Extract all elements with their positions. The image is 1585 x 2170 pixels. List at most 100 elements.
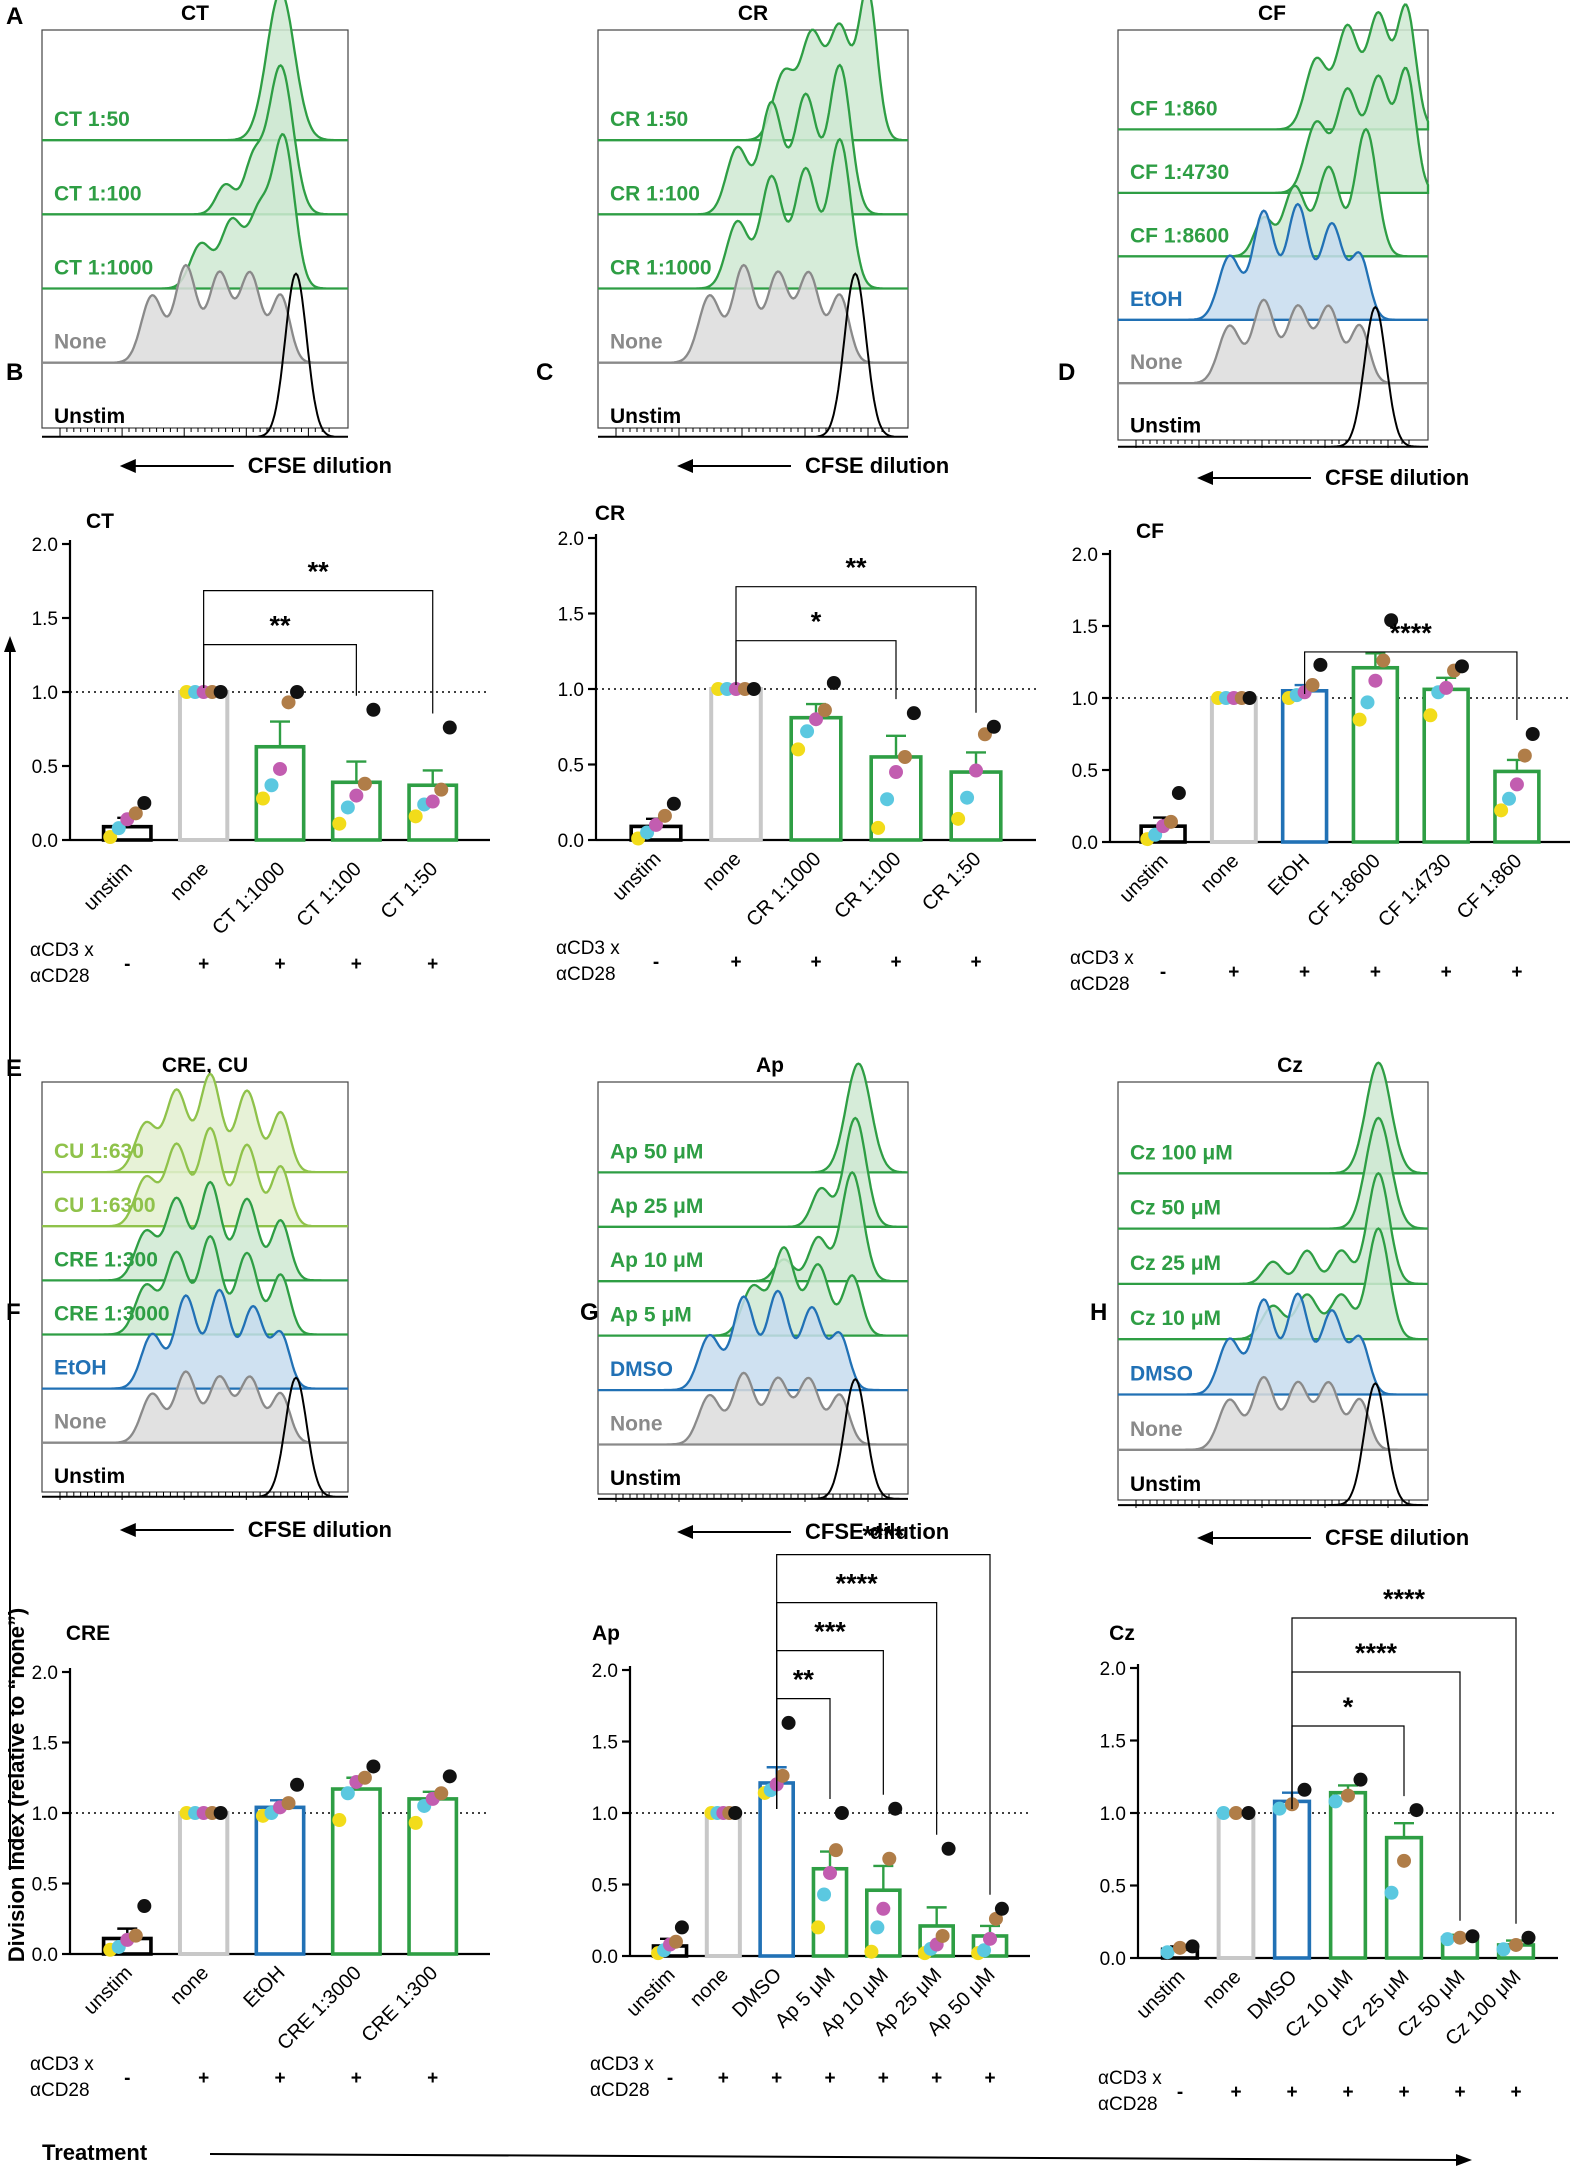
data-point bbox=[1409, 1803, 1424, 1818]
data-point bbox=[941, 1841, 956, 1856]
stim-sign: + bbox=[274, 954, 285, 975]
histogram-row-label-ap-10-um: Ap 10 μM bbox=[610, 1249, 703, 1272]
data-point bbox=[281, 695, 296, 710]
stim-sign: + bbox=[1230, 2082, 1241, 2103]
stim-sign: + bbox=[1511, 962, 1522, 983]
histogram-row-label-none: None bbox=[1130, 1418, 1183, 1441]
x-tick-label-cre-1-300: CRE 1:300 bbox=[358, 1962, 443, 2047]
panel-letter: E bbox=[6, 1055, 22, 1082]
data-point bbox=[809, 712, 823, 727]
significance-label: * bbox=[1343, 1692, 1354, 1722]
data-point bbox=[1509, 1937, 1523, 1952]
panel-letter: F bbox=[6, 1299, 21, 1326]
histogram-panel-ap: Ap Ap 50 μM Ap 25 μM Ap 10 μM Ap 5 μM DMSO Non… bbox=[597, 1054, 949, 1544]
y-tick-label: 1.0 bbox=[1100, 1804, 1126, 1825]
y-tick-label: 1.0 bbox=[1072, 689, 1098, 710]
histogram-row-label-unstim: Unstim bbox=[610, 1467, 681, 1490]
y-tick-label: 1.5 bbox=[1100, 1732, 1126, 1753]
histogram-row-label-cu-1-630: CU 1:630 bbox=[54, 1140, 144, 1163]
data-point bbox=[674, 1920, 689, 1935]
data-point bbox=[1272, 1801, 1287, 1816]
data-point bbox=[828, 1843, 843, 1858]
data-point bbox=[823, 1866, 837, 1881]
x-tick-label-cr-1-100: CR 1:100 bbox=[830, 848, 905, 923]
data-point bbox=[649, 817, 663, 832]
histogram-row-label-cz-50-um: Cz 50 μM bbox=[1130, 1197, 1221, 1220]
histogram-row-label-none: None bbox=[54, 331, 107, 354]
chart-title: CRE bbox=[66, 1622, 110, 1645]
stim-sign: + bbox=[1370, 962, 1381, 983]
stim-sign: + bbox=[931, 2068, 942, 2089]
cfse-arrow-head bbox=[1197, 471, 1213, 485]
significance-label: **** bbox=[1390, 618, 1433, 648]
histogram-title: CT bbox=[181, 2, 209, 25]
data-point bbox=[882, 1851, 897, 1866]
y-tick-label: 0.0 bbox=[32, 1945, 58, 1966]
histogram-row-label-ap-25-um: Ap 25 μM bbox=[610, 1195, 703, 1218]
stim-sign: + bbox=[1510, 2082, 1521, 2103]
histogram-row-label-cz-100-um: Cz 100 μM bbox=[1130, 1141, 1233, 1164]
data-point bbox=[1496, 1942, 1511, 1957]
stim-label-line2: αCD28 bbox=[30, 2080, 90, 2101]
cfse-dilution-label: CFSE dilution bbox=[805, 1519, 949, 1544]
x-tick-label-none: none bbox=[166, 858, 213, 905]
data-point bbox=[986, 719, 1001, 734]
histogram-row-label-cre-1-300: CRE 1:300 bbox=[54, 1248, 158, 1271]
y-tick-label: 2.0 bbox=[1100, 1659, 1126, 1680]
data-point bbox=[1494, 803, 1509, 818]
data-point bbox=[103, 830, 118, 845]
bar-none bbox=[704, 1811, 742, 1958]
panel-letter: G bbox=[580, 1299, 599, 1326]
cfse-arrow-head bbox=[1197, 1531, 1213, 1545]
data-point bbox=[935, 1928, 950, 1943]
significance-label: ** bbox=[845, 553, 867, 583]
data-point bbox=[128, 806, 143, 821]
data-point bbox=[1216, 1806, 1231, 1820]
data-point bbox=[1328, 1794, 1343, 1809]
data-point bbox=[1305, 678, 1320, 693]
significance-bracket bbox=[203, 590, 434, 714]
x-tick-label-unstim: unstim bbox=[608, 848, 665, 905]
data-point bbox=[434, 1786, 449, 1801]
data-point bbox=[1525, 727, 1540, 741]
histogram-frame bbox=[597, 1081, 909, 1495]
x-tick-label-unstim: unstim bbox=[80, 1962, 137, 2019]
stim-sign: + bbox=[730, 952, 741, 973]
bar-cr-1-1000 bbox=[789, 715, 843, 842]
data-point bbox=[657, 808, 672, 823]
y-tick-label: 2.0 bbox=[558, 529, 584, 550]
data-point bbox=[746, 682, 761, 696]
y-tick-label: 0.0 bbox=[1100, 1949, 1126, 1970]
histogram-row-label-ct-1-50: CT 1:50 bbox=[54, 108, 130, 131]
significance-label: **** bbox=[1355, 1638, 1398, 1668]
data-point bbox=[273, 761, 287, 776]
data-point bbox=[1521, 1930, 1536, 1945]
data-point bbox=[834, 1806, 849, 1820]
histogram-row-label-etoh: EtOH bbox=[1130, 288, 1183, 311]
histogram-row-label-none: None bbox=[610, 1412, 663, 1435]
y-tick-label: 0.0 bbox=[558, 831, 584, 852]
data-point bbox=[349, 788, 364, 803]
x-tick-label-unstim: unstim bbox=[622, 1964, 679, 2021]
cfse-dilution-label: CFSE dilution bbox=[248, 453, 392, 478]
data-point bbox=[1465, 1929, 1480, 1944]
panel-letter: D bbox=[1058, 359, 1075, 386]
data-point bbox=[817, 1887, 832, 1902]
stim-label-line2: αCD28 bbox=[590, 2080, 650, 2101]
data-point bbox=[340, 1786, 355, 1801]
data-point bbox=[357, 1770, 372, 1785]
histogram-panel-ct: A CT CT 1:50 CT 1:100 CT 1:1000 None Unstim CFS… bbox=[6, 0, 392, 478]
stim-label-line1: αCD3 x bbox=[30, 940, 94, 961]
y-tick-label: 0.0 bbox=[32, 831, 58, 852]
data-point bbox=[1502, 791, 1517, 806]
panel-letter: H bbox=[1090, 1299, 1107, 1326]
histogram-title: CRE, CU bbox=[162, 1054, 248, 1077]
data-point bbox=[1185, 1939, 1200, 1954]
x-tick-label-none: none bbox=[1196, 850, 1243, 897]
x-tick-label-etoh: EtOH bbox=[239, 1962, 289, 2012]
data-point bbox=[264, 778, 279, 793]
histogram-row-label-unstim: Unstim bbox=[54, 405, 125, 428]
x-tick-label-cf-1-4730: CF 1:4730 bbox=[1374, 850, 1456, 932]
